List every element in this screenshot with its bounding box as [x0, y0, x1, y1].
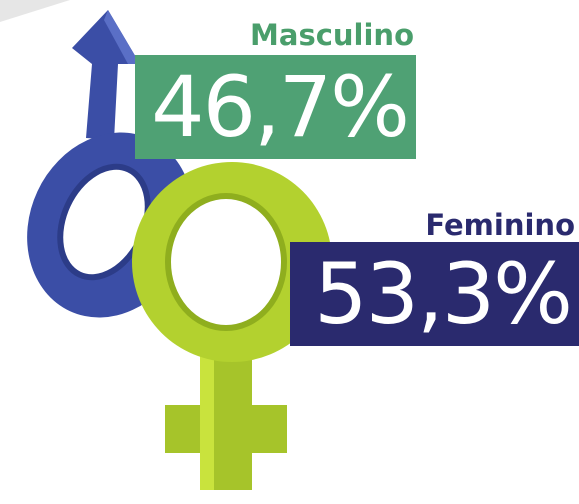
female-symbol	[132, 162, 332, 490]
female-label: Feminino	[425, 208, 575, 242]
male-value: 46,7%	[135, 55, 416, 159]
male-label: Masculino	[250, 18, 414, 52]
corner	[0, 0, 70, 22]
female-value: 53,3%	[290, 242, 579, 346]
